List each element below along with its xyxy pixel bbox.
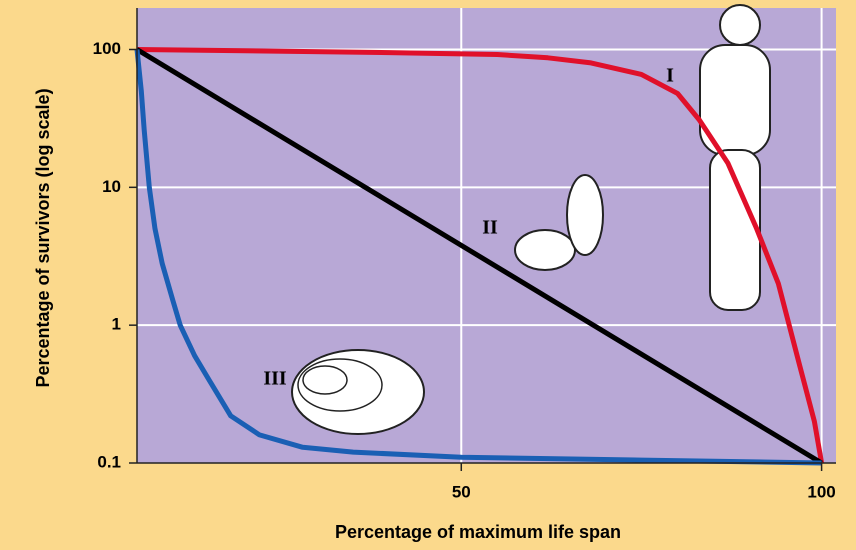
oyster-icon (291, 349, 425, 435)
squirrel-tail (566, 174, 604, 256)
squirrel-icon (514, 174, 604, 271)
squirrel-body (514, 229, 576, 271)
y-tick-label: 0.1 (97, 452, 121, 471)
runner-icon (699, 4, 771, 311)
shell (291, 349, 425, 435)
runner-head (719, 4, 761, 46)
curve-label: III (263, 368, 287, 390)
survivorship-curve (136, 47, 825, 464)
y-tick-label: 100 (93, 39, 121, 58)
oyster-ring (302, 365, 348, 395)
y-tick-label: 1 (112, 315, 121, 334)
x-axis-label: Percentage of maximum life span (335, 522, 621, 542)
y-tick-label: 10 (102, 177, 121, 196)
survivorship-curve (135, 47, 823, 466)
x-tick-label: 100 (807, 482, 835, 501)
survivorship-curve (134, 49, 822, 466)
x-tick-label: 50 (452, 482, 471, 501)
plot (134, 47, 825, 466)
curve-label: II (482, 217, 498, 239)
runner-legs (709, 149, 761, 311)
curve-label: I (666, 65, 674, 87)
y-axis-label: Percentage of survivors (log scale) (33, 88, 53, 387)
oyster-ring (297, 358, 383, 412)
